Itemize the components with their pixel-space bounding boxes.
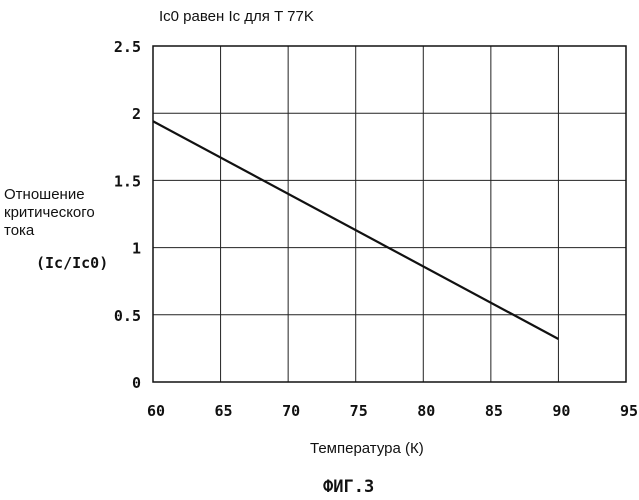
x-tick-label: 80 [417,402,435,420]
y-tick-label: 2 [132,105,141,123]
figure-caption: ФИГ.3 [323,477,374,497]
plot-frame [153,46,626,382]
y-tick-label: 0.5 [114,307,141,325]
x-tick-label: 85 [485,402,503,420]
x-tick-label: 90 [552,402,570,420]
y-tick-label: 1 [132,240,141,258]
y-tick-label: 2.5 [114,38,141,56]
x-axis-label: Температура (К) [310,440,424,457]
x-tick-label: 75 [350,402,368,420]
y-tick-label: 0 [132,374,141,392]
x-tick-label: 95 [620,402,638,420]
x-tick-label: 65 [215,402,233,420]
y-tick-label: 1.5 [114,172,141,190]
x-tick-label: 70 [282,402,300,420]
x-tick-label: 60 [147,402,165,420]
